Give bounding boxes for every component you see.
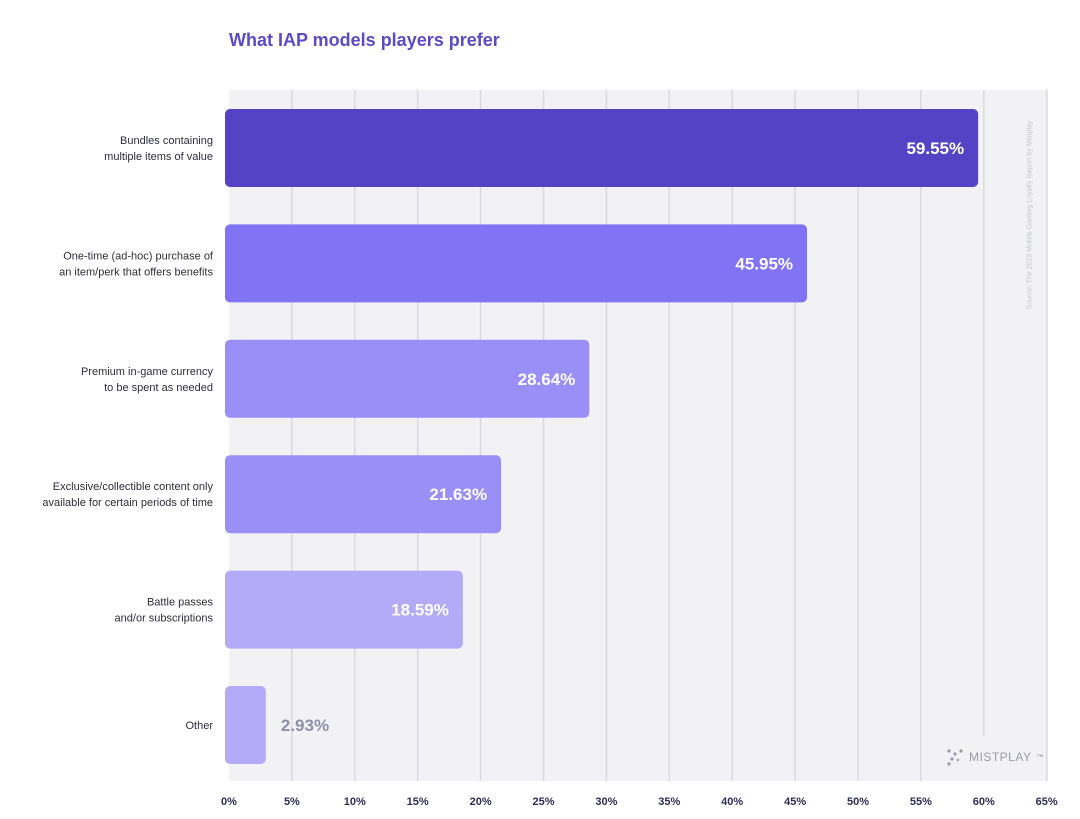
dots-logo-icon [947, 749, 963, 766]
x-tick-label: 30% [595, 796, 617, 808]
x-tick-label: 55% [910, 796, 932, 808]
value-label: 59.55% [906, 139, 964, 158]
bar [225, 686, 266, 764]
value-label: 2.93% [281, 716, 329, 735]
x-tick-label: 45% [784, 796, 806, 808]
brand-logo: MISTPLAY ™ [946, 748, 1044, 766]
bar [225, 224, 808, 303]
grid-lines [291, 90, 1048, 781]
value-label: 18.59% [391, 601, 449, 620]
source-note: Source: The 2023 Mobile Gaming Loyalty R… [1026, 120, 1034, 310]
x-tick-label: 35% [658, 796, 680, 808]
x-tick-label: 60% [973, 796, 995, 808]
x-tick-label: 0% [221, 796, 237, 808]
bar [225, 455, 502, 534]
category-label: Premium in-game currency to be spent as n… [81, 366, 214, 394]
value-labels: 59.55% 45.95% 28.64% 21.63% 18.59% 2.93% [281, 139, 964, 735]
bar [225, 109, 979, 187]
x-tick-label: 40% [721, 796, 743, 808]
x-tick-label: 5% [284, 796, 300, 808]
value-label: 28.64% [518, 370, 576, 389]
category-label: Other [185, 720, 213, 732]
x-tick-label: 50% [847, 796, 869, 808]
x-axis-ticks: 0% 5% 10% 15% 20% 25% 30% 35% 40% 45% 50% 55% 60% 65% [221, 796, 1058, 808]
x-tick-label: 65% [1036, 796, 1058, 808]
category-label: Exclusive/collectible content only availa… [42, 481, 213, 509]
category-label: Bundles containing multiple items of valu… [104, 135, 213, 163]
x-tick-label: 20% [470, 796, 492, 808]
bar [225, 339, 590, 418]
x-tick-label: 10% [344, 796, 366, 808]
plot-background [229, 90, 1048, 781]
value-label: 21.63% [429, 485, 487, 504]
x-tick-label: 25% [532, 796, 554, 808]
bars [225, 109, 979, 764]
category-labels: Bundles containing multiple items of valu… [42, 135, 214, 732]
value-label: 45.95% [735, 254, 793, 273]
x-tick-label: 15% [407, 796, 429, 808]
brand-name: MISTPLAY [969, 750, 1032, 764]
brand-trademark: ™ [1036, 753, 1044, 761]
category-label: Battle passes and/or subscriptions [115, 597, 214, 625]
bar [225, 570, 463, 649]
category-label: One-time (ad-hoc) purchase of an item/per… [59, 250, 214, 278]
chart-title: What IAP models players prefer [229, 30, 500, 50]
